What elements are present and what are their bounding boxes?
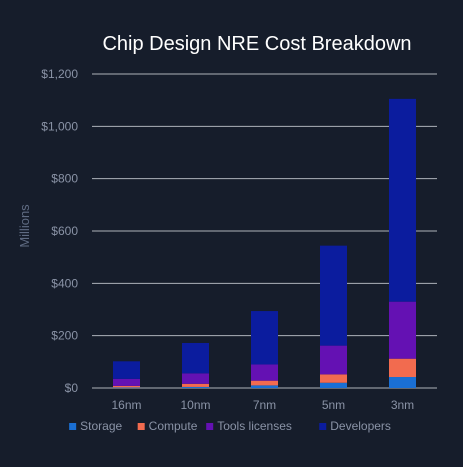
bar-segment-tools-licenses <box>113 378 140 386</box>
bar-segment-compute <box>251 380 278 386</box>
bar-segment-developers <box>182 342 209 374</box>
bar-segment-storage <box>113 387 140 388</box>
x-tick-label: 10nm <box>180 398 210 412</box>
y-tick-label: $1,200 <box>41 67 78 81</box>
bar-segment-storage <box>320 382 347 388</box>
bar-segment-tools-licenses <box>389 301 416 359</box>
bar-segment-tools-licenses <box>320 345 347 375</box>
legend-label: Storage <box>80 419 122 433</box>
y-tick-label: $400 <box>51 276 78 290</box>
y-tick-label: $0 <box>65 381 79 395</box>
bar-segment-storage <box>251 385 278 388</box>
bar-segment-compute <box>320 374 347 383</box>
legend-swatch <box>69 423 77 430</box>
legend-swatch <box>206 423 214 430</box>
bar-segment-developers <box>113 361 140 379</box>
x-tick-label: 5nm <box>322 398 345 412</box>
legend-label: Developers <box>330 419 391 433</box>
bar-segment-developers <box>320 245 347 346</box>
grid-layer <box>92 73 437 389</box>
x-tick-label: 16nm <box>111 398 141 412</box>
bar-segment-storage <box>182 386 209 388</box>
bar-segment-developers <box>251 311 278 365</box>
y-axis-label: Millions <box>17 204 32 248</box>
legend-swatch <box>319 423 327 430</box>
x-tick-label: 7nm <box>253 398 276 412</box>
bar-segment-compute <box>389 358 416 378</box>
bar-segment-compute <box>182 383 209 387</box>
chart-title: Chip Design NRE Cost Breakdown <box>102 33 411 55</box>
x-tick-labels: 16nm 10nm 7nm 5nm 3nm <box>111 398 414 412</box>
legend-label: Tools licenses <box>217 419 292 433</box>
bar-layer <box>113 98 416 388</box>
bar-segment-developers <box>389 98 416 302</box>
x-tick-label: 3nm <box>391 398 414 412</box>
legend-label: Compute <box>149 419 198 433</box>
bar-segment-tools-licenses <box>251 364 278 381</box>
bar-segment-tools-licenses <box>182 373 209 384</box>
y-tick-labels: $0 $200 $400 $600 $800 $1,000 $1,200 <box>41 67 78 395</box>
y-tick-label: $800 <box>51 172 78 186</box>
y-tick-label: $200 <box>51 329 78 343</box>
legend-swatch <box>137 423 145 430</box>
legend: Storage Compute Tools licenses Developers <box>69 419 391 433</box>
bar-segment-compute <box>113 385 140 388</box>
y-tick-label: $600 <box>51 224 78 238</box>
y-tick-label: $1,000 <box>41 119 78 133</box>
bar-segment-storage <box>389 377 416 388</box>
